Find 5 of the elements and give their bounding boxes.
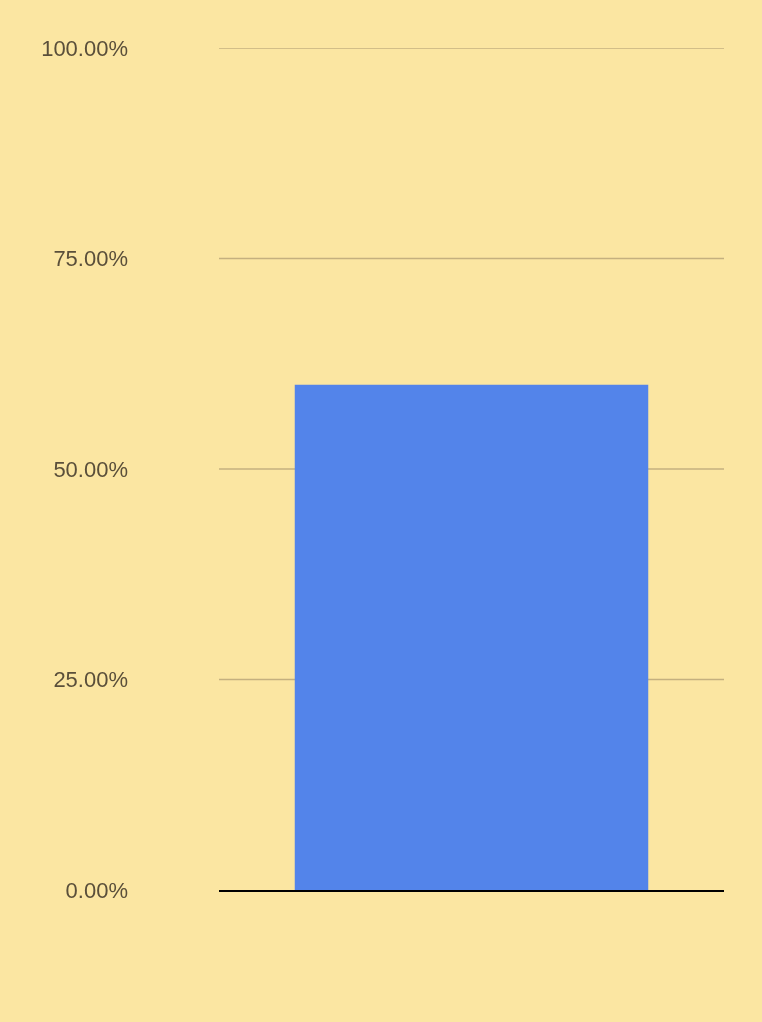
- y-tick-label: 0.00%: [65, 877, 128, 903]
- y-tick-label: 50.00%: [53, 456, 128, 482]
- y-tick-label: 75.00%: [53, 246, 128, 272]
- y-tick-label: 25.00%: [53, 667, 128, 693]
- y-tick-label: 100.00%: [41, 35, 128, 61]
